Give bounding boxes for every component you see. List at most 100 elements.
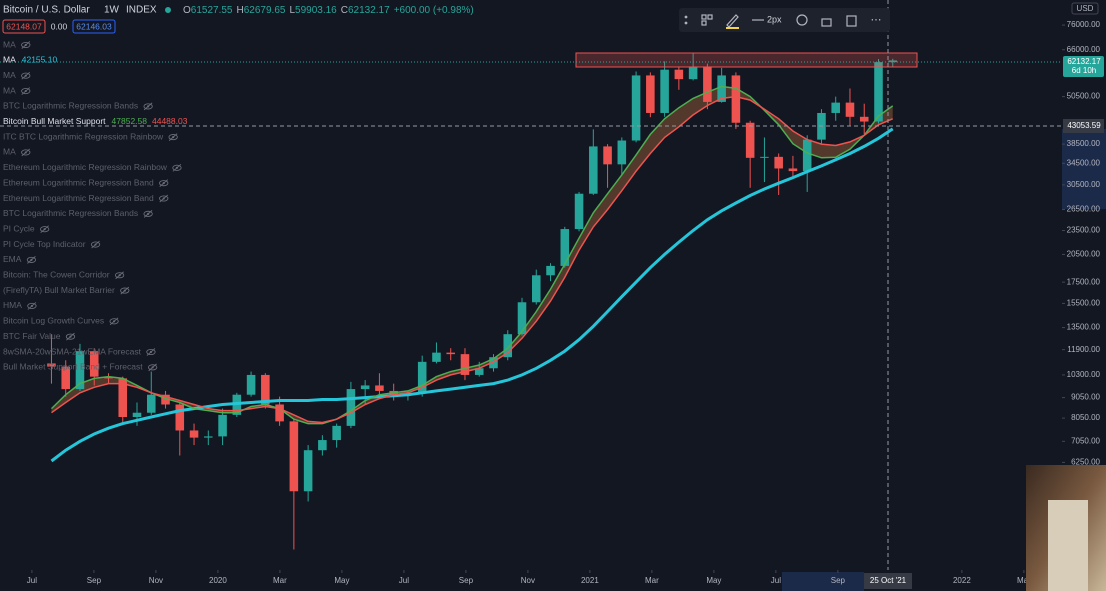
indicator-name[interactable]: PI Cycle Top Indicator <box>3 239 86 249</box>
crosshair-date-tag <box>864 573 912 589</box>
candle-body <box>161 394 170 405</box>
drag-handle <box>684 21 688 25</box>
candle-body <box>560 229 570 266</box>
eye <box>21 41 31 49</box>
lock-icon[interactable] <box>821 18 832 27</box>
indicator-name[interactable]: Bitcoin Log Growth Curves <box>3 316 104 326</box>
visibility-toggle[interactable] <box>26 256 37 264</box>
visibility-toggle[interactable] <box>21 71 31 80</box>
candle-body <box>47 363 56 367</box>
indicator-name[interactable]: BTC Logarithmic Regression Bands <box>3 208 138 218</box>
indicator-name[interactable]: Ethereum Logarithmic Regression Band <box>3 177 154 187</box>
candle-body <box>303 450 313 492</box>
slash <box>143 210 153 218</box>
candle-body <box>75 351 85 390</box>
indicator-name[interactable]: BTC Logarithmic Regression Bands <box>3 101 138 111</box>
ohlc-label: C <box>341 5 348 16</box>
candle-body <box>546 265 555 276</box>
y-tick-label: 66000.00 <box>1067 45 1101 54</box>
slash <box>148 363 157 372</box>
candle-body <box>603 146 612 165</box>
eye <box>143 210 153 217</box>
visibility-toggle[interactable] <box>146 348 156 356</box>
drag-handle[interactable] <box>684 15 688 19</box>
candle-body <box>617 140 627 165</box>
visibility-toggle[interactable] <box>40 225 50 234</box>
indicator-name[interactable]: (FireflyTA) Bull Market Barrier <box>3 285 115 295</box>
x-tick-label: Sep <box>831 576 846 585</box>
indicator-value: 42155.10 <box>22 55 58 65</box>
indicator-name[interactable]: HMA <box>3 300 22 310</box>
visibility-toggle[interactable] <box>114 271 125 280</box>
ohlc-label: H <box>237 5 244 16</box>
visibility-toggle[interactable] <box>21 148 31 157</box>
indicator-name[interactable]: Bitcoin: The Cowen Corridor <box>3 270 110 280</box>
candle-body <box>432 352 441 362</box>
indicator-name[interactable]: MA <box>3 70 16 80</box>
indicator-list: MA MA 42155.10 MA MA BTC Logarithmic Regressi… <box>3 39 188 371</box>
x-tick-label: 2022 <box>953 576 971 585</box>
ma-line <box>50 127 894 463</box>
visibility-toggle[interactable] <box>168 133 178 141</box>
visibility-toggle[interactable] <box>143 210 153 218</box>
eye <box>159 195 169 202</box>
visibility-toggle[interactable] <box>159 194 169 203</box>
candle-body <box>460 354 470 375</box>
indicator-name[interactable]: MA <box>3 55 16 65</box>
indicator-name[interactable]: BTC Fair Value <box>3 331 61 341</box>
visibility-toggle[interactable] <box>147 363 158 372</box>
ask[interactable]: 62146.03 <box>76 21 112 31</box>
candle-body <box>246 374 256 395</box>
indicator-name[interactable]: Ethereum Logarithmic Regression Band <box>3 193 154 203</box>
currency-box[interactable] <box>1071 2 1099 15</box>
visibility-toggle[interactable] <box>159 179 169 187</box>
visibility-toggle[interactable] <box>120 286 130 295</box>
visibility-toggle[interactable] <box>143 102 153 111</box>
indicator-name[interactable]: MA <box>3 147 16 157</box>
visibility-toggle[interactable] <box>21 87 31 95</box>
visibility-toggle[interactable] <box>65 332 76 341</box>
slash <box>159 194 169 203</box>
y-tick-label: 34500.00 <box>1067 158 1101 167</box>
visibility-toggle[interactable] <box>27 302 37 310</box>
indicator-name[interactable]: PI Cycle <box>3 223 35 233</box>
candle-body <box>589 146 598 194</box>
template-icon[interactable] <box>701 14 707 20</box>
indicator-name[interactable]: MA <box>3 85 16 95</box>
visibility-toggle[interactable] <box>172 163 182 172</box>
currency[interactable]: USD <box>1077 4 1094 13</box>
indicator-name[interactable]: MA <box>3 39 16 49</box>
visibility-toggle[interactable] <box>90 240 101 249</box>
candle-body <box>503 334 513 358</box>
more-icon[interactable]: ⋯ <box>871 14 882 26</box>
axis-labels: 62132.17 6d 10h 43053.59 25 Oct '21 <box>864 56 1104 589</box>
toolbar-bg <box>679 8 890 32</box>
slash <box>21 41 31 49</box>
resistance-zone[interactable] <box>575 52 918 68</box>
crosshair-date: 25 Oct '21 <box>870 576 907 585</box>
candle-body <box>318 440 327 451</box>
line-width[interactable]: 2px <box>767 14 782 24</box>
indicator-name[interactable]: EMA <box>3 254 22 264</box>
drawing-toolbar: 2px ⋯ <box>679 8 890 32</box>
line-color-icon[interactable] <box>726 14 739 28</box>
settings-icon[interactable] <box>796 14 808 26</box>
visibility-toggle[interactable] <box>21 41 31 49</box>
countdown: 6d 10h <box>1072 66 1096 75</box>
buy-box[interactable] <box>72 19 116 34</box>
y-tick-label: 17500.00 <box>1067 277 1101 286</box>
indicator-name[interactable]: 8wSMA-20wSMA-21wEMA Forecast <box>3 346 142 356</box>
visibility-toggle[interactable] <box>109 317 119 326</box>
market-status[interactable] <box>165 7 171 13</box>
ma-line <box>50 85 894 425</box>
indicator-name[interactable]: Bitcoin Bull Market Support <box>3 116 106 126</box>
time-axis: Jul Sep Nov 2020 Mar May Jul Sep Nov 2021 Mar May Ju… <box>0 570 1062 591</box>
candle-body <box>346 389 356 426</box>
sell-box[interactable] <box>2 19 46 34</box>
bid[interactable]: 62148.07 <box>6 21 42 31</box>
indicator-name[interactable]: Ethereum Logarithmic Regression Rainbow <box>3 162 168 172</box>
delete-icon[interactable] <box>846 15 857 27</box>
indicator-name[interactable]: Bull Market Support Band + Forecast <box>3 362 143 372</box>
eye <box>147 364 158 371</box>
indicator-name[interactable]: ITC BTC Logarithmic Regression Rainbow <box>3 131 164 141</box>
